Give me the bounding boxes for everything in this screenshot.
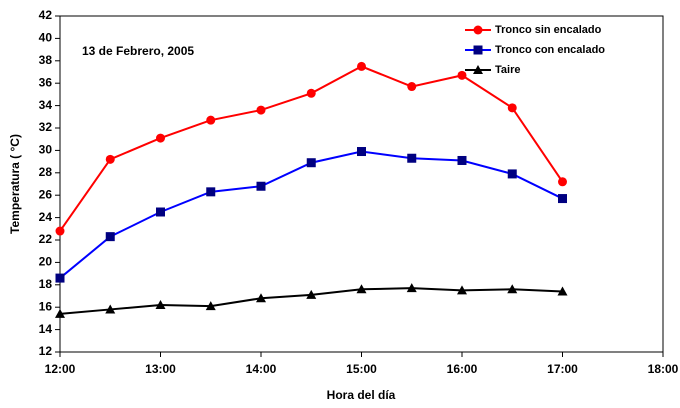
legend-label: Taire bbox=[495, 64, 520, 76]
marker bbox=[206, 115, 216, 125]
marker bbox=[457, 285, 467, 295]
y-tick-label: 28 bbox=[39, 165, 53, 179]
marker bbox=[473, 45, 483, 55]
marker bbox=[155, 299, 166, 309]
marker bbox=[507, 169, 517, 179]
x-tick-label: 17:00 bbox=[547, 362, 578, 376]
y-tick-label: 30 bbox=[39, 143, 53, 157]
y-axis-label: Temperatura ( °C) bbox=[8, 134, 22, 234]
y-tick-label: 32 bbox=[39, 120, 53, 134]
series-line bbox=[59, 150, 563, 279]
marker bbox=[306, 289, 317, 299]
marker bbox=[357, 61, 366, 71]
x-tick-label: 15:00 bbox=[346, 362, 377, 376]
marker bbox=[306, 158, 316, 168]
annotation: 13 de Febrero, 2005 bbox=[82, 44, 194, 58]
marker bbox=[558, 177, 567, 187]
marker bbox=[507, 103, 517, 113]
marker bbox=[205, 301, 216, 311]
y-tick-label: 12 bbox=[39, 344, 53, 358]
marker bbox=[55, 273, 65, 283]
marker bbox=[357, 147, 366, 157]
y-tick-label: 24 bbox=[39, 210, 53, 224]
marker bbox=[457, 155, 467, 165]
marker bbox=[306, 88, 316, 98]
y-tick-label: 42 bbox=[39, 8, 53, 22]
marker bbox=[406, 283, 417, 293]
marker bbox=[407, 82, 417, 92]
marker bbox=[558, 194, 567, 204]
y-tick-label: 20 bbox=[39, 255, 53, 269]
marker bbox=[206, 187, 216, 197]
legend-label: Tronco sin encalado bbox=[495, 24, 602, 36]
x-tick-label: 13:00 bbox=[145, 362, 176, 376]
marker bbox=[55, 308, 65, 318]
marker bbox=[473, 25, 483, 35]
y-tick-label: 16 bbox=[39, 299, 53, 313]
marker bbox=[356, 284, 367, 294]
y-tick-label: 26 bbox=[39, 187, 53, 201]
y-tick-label: 40 bbox=[39, 31, 53, 45]
marker bbox=[457, 70, 467, 80]
x-tick-label: 12:00 bbox=[45, 362, 76, 376]
x-tick-label: 14:00 bbox=[246, 362, 277, 376]
marker bbox=[256, 105, 266, 115]
marker bbox=[105, 304, 116, 314]
marker bbox=[55, 226, 65, 236]
y-tick-label: 22 bbox=[39, 232, 53, 246]
y-tick-label: 36 bbox=[39, 75, 53, 89]
marker bbox=[156, 207, 165, 217]
x-axis-label: Hora del día bbox=[327, 388, 396, 402]
y-tick-label: 14 bbox=[39, 322, 53, 336]
marker bbox=[507, 284, 518, 294]
marker bbox=[156, 133, 165, 143]
marker bbox=[407, 153, 417, 163]
marker bbox=[473, 65, 483, 74]
marker bbox=[256, 181, 266, 191]
y-tick-label: 38 bbox=[39, 53, 53, 67]
legend-label: Tronco con encalado bbox=[495, 44, 605, 56]
x-tick-label: 16:00 bbox=[447, 362, 478, 376]
y-tick-label: 18 bbox=[39, 277, 53, 291]
x-tick-label: 18:00 bbox=[648, 362, 679, 376]
marker bbox=[256, 293, 266, 303]
marker bbox=[105, 232, 115, 242]
marker bbox=[557, 286, 568, 296]
y-tick-label: 34 bbox=[39, 98, 53, 112]
marker bbox=[105, 154, 115, 164]
